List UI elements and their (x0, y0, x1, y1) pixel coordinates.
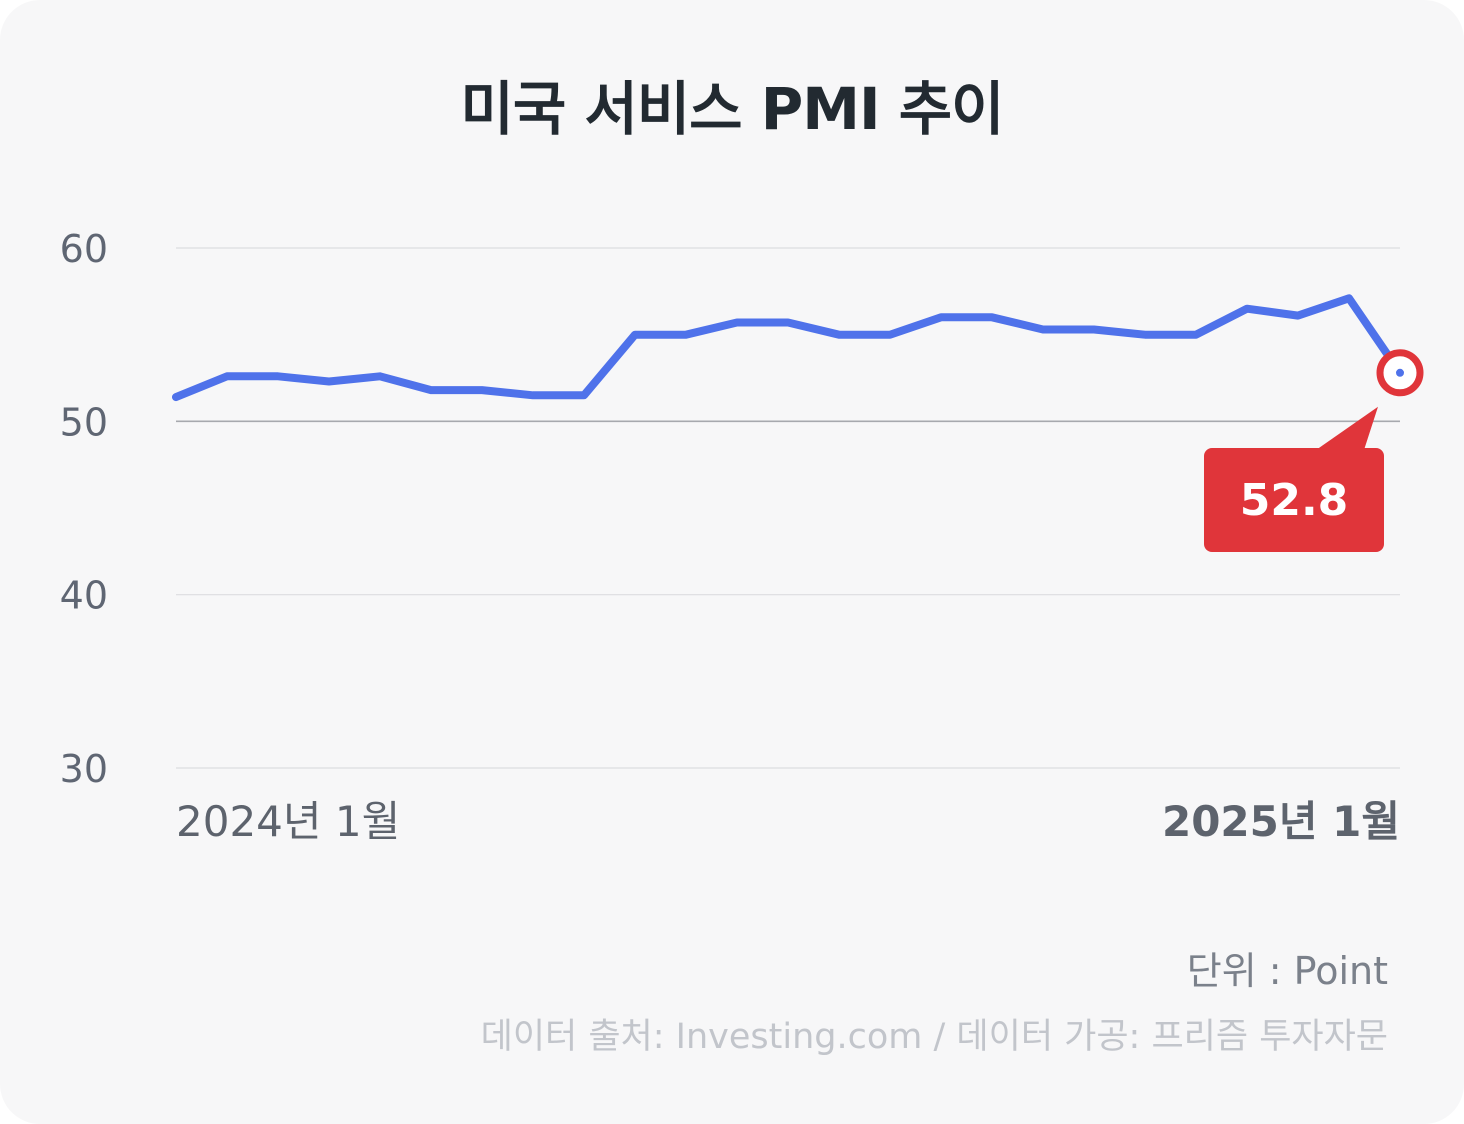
data-point (784, 319, 792, 327)
data-point (478, 386, 486, 394)
data-point (1192, 331, 1200, 339)
data-point (1090, 325, 1098, 333)
data-point (427, 386, 435, 394)
y-tick-label-40: 40 (60, 574, 108, 618)
callout-box (1204, 448, 1384, 552)
data-point (733, 319, 741, 327)
y-axis-ticks: 60 50 40 30 (60, 227, 108, 791)
pmi-series-line (172, 294, 1404, 402)
data-point (325, 377, 333, 385)
data-point (988, 313, 996, 321)
series-line (172, 294, 1404, 402)
x-axis-ticks: 2024년 1월 2025년 1월 (176, 797, 1400, 846)
x-tick-label: 2024년 1월 (176, 797, 400, 846)
y-tick-label-50: 50 (60, 400, 108, 444)
x-tick-label: 2025년 1월 (1162, 797, 1400, 846)
chart-title: 미국 서비스 PMI 추이 (460, 75, 1005, 143)
highlight-marker (1376, 349, 1424, 397)
data-point (1345, 294, 1353, 302)
data-point (1039, 325, 1047, 333)
data-point (682, 331, 690, 339)
data-point (172, 393, 180, 401)
gridlines (176, 247, 1400, 769)
source-label: 데이터 출처: Investing.com / 데이터 가공: 프리즘 투자자문 (480, 1017, 1388, 1057)
unit-label: 단위 : Point (1186, 949, 1388, 993)
data-point (937, 313, 945, 321)
callout-value: 52.8 (1240, 475, 1349, 526)
y-tick-label-30: 30 (60, 747, 108, 791)
data-point (1243, 305, 1251, 313)
data-point (376, 372, 384, 380)
data-point (274, 372, 282, 380)
y-tick-label-60: 60 (60, 227, 108, 271)
highlight-point (1396, 368, 1404, 377)
callout-pointer (1316, 406, 1378, 450)
data-point (1294, 312, 1302, 320)
data-point (223, 372, 231, 380)
data-point (580, 391, 588, 399)
data-point (529, 391, 537, 399)
value-callout: 52.8 (1204, 406, 1384, 552)
data-point (886, 331, 894, 339)
data-point (631, 331, 639, 339)
data-point (1141, 331, 1149, 339)
data-point (835, 331, 843, 339)
